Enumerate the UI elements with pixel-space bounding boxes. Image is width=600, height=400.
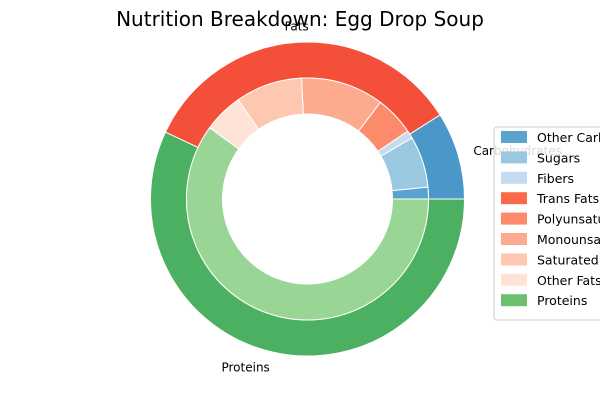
legend-swatch-monounsaturated-fats <box>501 233 527 245</box>
legend-swatch-trans-fats <box>501 192 527 205</box>
outer-label-proteins: Proteins <box>221 361 269 375</box>
legend-label-monounsaturated-fats: Monounsaturated Fats <box>537 232 600 247</box>
legend-items: Other Carbohydrates Sugars Fibers Trans Fat… <box>501 130 600 308</box>
legend-label-proteins: Proteins <box>537 293 587 308</box>
legend-swatch-other-fats <box>501 273 527 286</box>
legend-swatch-proteins <box>501 294 527 307</box>
legend-label-saturated-fats: Saturated Fats <box>537 252 600 267</box>
chart-title: Nutrition Breakdown: Egg Drop Soup <box>116 7 484 31</box>
legend-label-other-carbohydrates: Other Carbohydrates <box>537 130 600 145</box>
legend-label-other-fats: Other Fats <box>537 273 600 288</box>
inner-slice-proteins <box>186 127 430 321</box>
legend-swatch-polyunsaturated-fats <box>501 212 527 225</box>
legend-swatch-sugars <box>501 151 527 164</box>
legend-label-trans-fats: Trans Fats <box>536 191 599 206</box>
outer-label-fats: Fats <box>285 20 309 34</box>
legend-label-fibers: Fibers <box>537 171 574 186</box>
legend-label-sugars: Sugars <box>537 150 580 165</box>
legend-label-polyunsaturated-fats: Polyunsaturated Fats <box>537 212 600 227</box>
legend-swatch-saturated-fats <box>501 253 527 266</box>
legend-swatch-fibers <box>501 171 527 184</box>
inner-ring <box>186 77 430 321</box>
legend: Other Carbohydrates Sugars Fibers Trans Fat… <box>493 126 600 321</box>
legend-swatch-other-carbohydrates <box>501 131 527 143</box>
